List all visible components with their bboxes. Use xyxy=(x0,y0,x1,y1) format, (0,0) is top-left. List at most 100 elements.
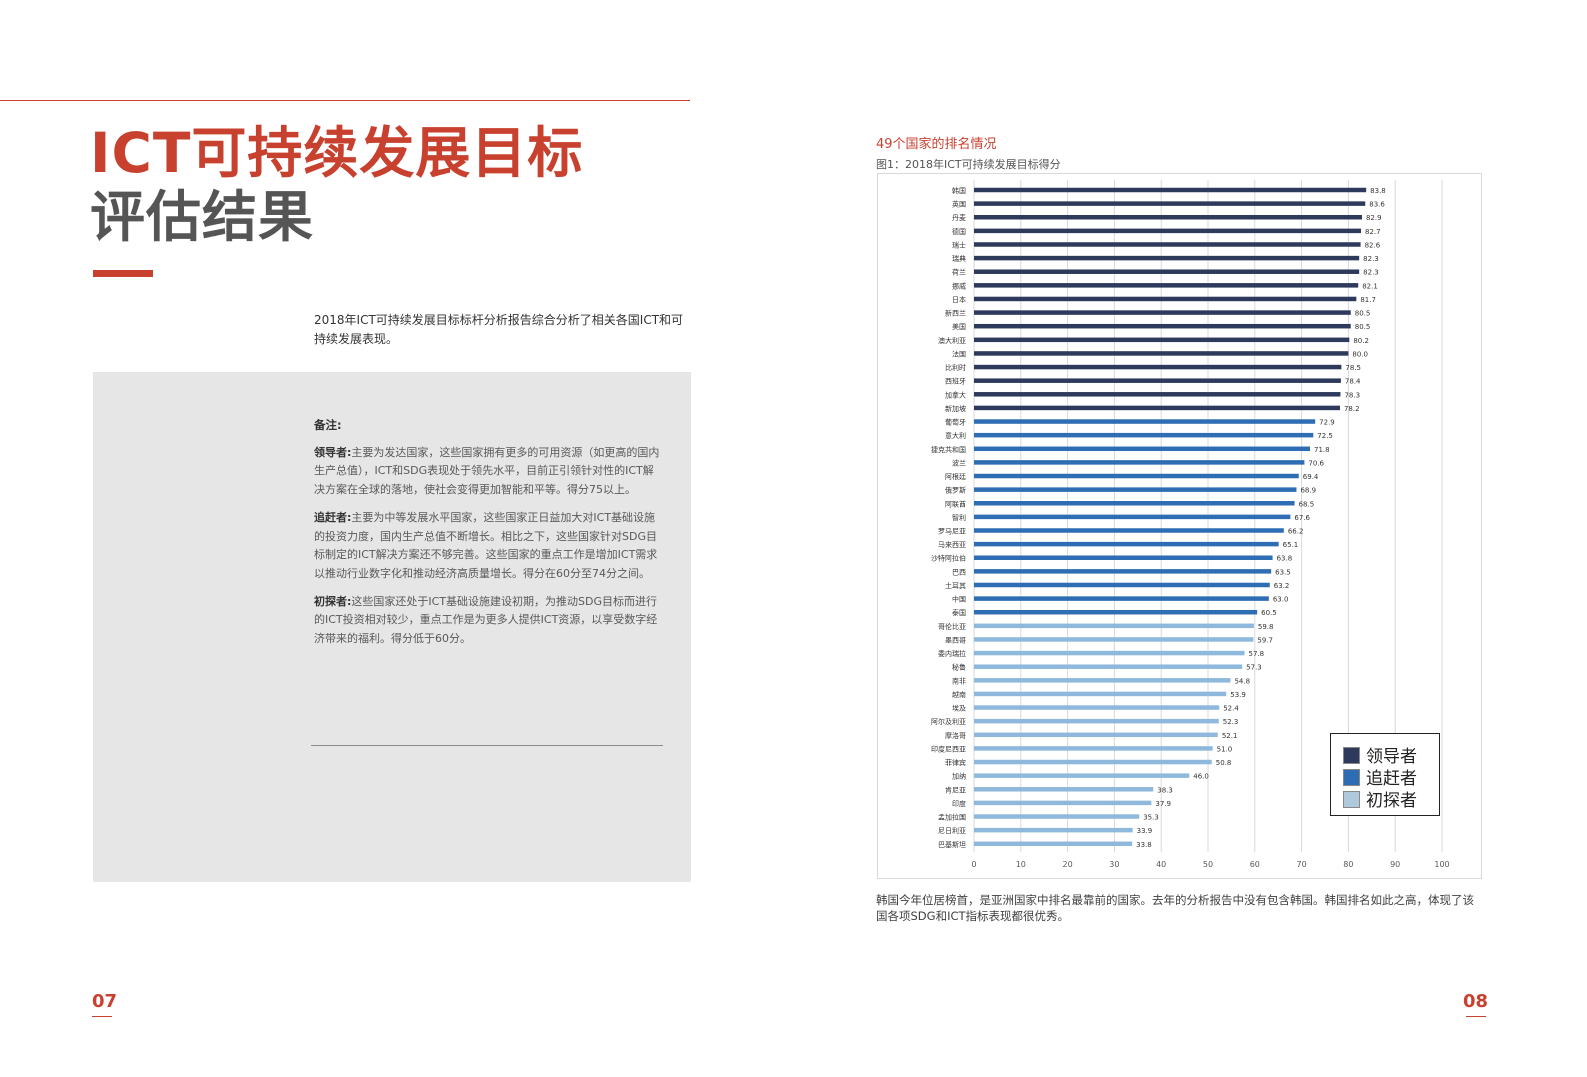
bar xyxy=(974,528,1284,533)
x-tick-label: 10 xyxy=(1016,860,1026,869)
value-label: 63.2 xyxy=(1274,582,1290,590)
category-label: 葡萄牙 xyxy=(945,418,966,427)
top-accent-rule xyxy=(0,100,690,101)
x-tick-label: 30 xyxy=(1109,860,1119,869)
value-label: 33.9 xyxy=(1137,827,1153,835)
bar xyxy=(974,378,1341,383)
bar xyxy=(974,405,1340,411)
category-label: 德国 xyxy=(952,227,966,236)
category-label: 丹麦 xyxy=(952,213,966,222)
category-label: 西班牙 xyxy=(945,377,966,386)
value-label: 78.2 xyxy=(1344,405,1360,413)
bar xyxy=(974,814,1140,819)
value-label: 82.7 xyxy=(1365,228,1381,236)
value-label: 63.5 xyxy=(1275,568,1291,576)
bar xyxy=(974,541,1279,547)
x-tick-label: 50 xyxy=(1203,860,1213,869)
category-label: 澳大利亚 xyxy=(938,336,966,345)
value-label: 78.4 xyxy=(1345,378,1361,386)
value-label: 52.3 xyxy=(1223,718,1239,726)
category-label: 土耳其 xyxy=(945,581,966,590)
value-label: 59.7 xyxy=(1257,636,1273,644)
bar xyxy=(974,242,1361,247)
category-label: 菲律宾 xyxy=(945,758,966,767)
page-number-left-underline xyxy=(92,1016,112,1017)
page-title-line-1: ICT可持续发展目标 xyxy=(90,121,584,185)
bar-chart: 0 10 20 30 40 50 60 70 80 90 100 韩国 83.8 英国 83.6 丹麦 82.9… xyxy=(931,180,1450,869)
value-label: 83.8 xyxy=(1370,187,1386,195)
value-label: 78.5 xyxy=(1345,364,1361,372)
value-label: 71.8 xyxy=(1314,446,1330,454)
bar xyxy=(974,623,1254,629)
bar xyxy=(974,446,1311,452)
value-label: 63.0 xyxy=(1273,596,1289,604)
value-label: 82.6 xyxy=(1365,241,1381,249)
bar xyxy=(974,678,1231,683)
value-label: 70.6 xyxy=(1308,459,1324,467)
value-label: 52.1 xyxy=(1222,732,1238,740)
value-label: 57.8 xyxy=(1249,650,1265,658)
legend-swatch-chaser xyxy=(1343,769,1360,786)
category-label: 越南 xyxy=(952,690,966,699)
legend-swatch-explorer xyxy=(1343,791,1360,808)
category-label: 孟加拉国 xyxy=(938,813,966,822)
x-tick-label: 100 xyxy=(1434,860,1449,869)
value-label: 68.5 xyxy=(1299,500,1315,508)
category-label: 印度尼西亚 xyxy=(931,744,966,753)
section-subtitle: 49个国家的排名情况 xyxy=(876,137,997,152)
category-label: 挪威 xyxy=(952,281,966,290)
bar xyxy=(974,732,1218,738)
category-label: 比利时 xyxy=(945,363,966,372)
bar xyxy=(974,582,1270,588)
category-label: 波兰 xyxy=(952,458,966,467)
legend-item-leader: 领导者 xyxy=(1343,742,1417,767)
category-label: 日本 xyxy=(952,295,966,304)
bar xyxy=(974,296,1357,302)
category-label: 秘鲁 xyxy=(952,663,966,672)
note-chaser: 追赶者:主要为中等发展水平国家，这些国家正日益加大对ICT基础设施的投资力度，国… xyxy=(314,509,662,584)
x-tick-label: 60 xyxy=(1250,860,1260,869)
bar xyxy=(974,283,1359,288)
bar xyxy=(974,364,1342,370)
bar xyxy=(974,351,1349,356)
legend-item-chaser: 追赶者 xyxy=(1343,764,1417,789)
bar xyxy=(974,650,1245,656)
bar xyxy=(974,827,1133,833)
category-label: 俄罗斯 xyxy=(945,486,966,495)
bar xyxy=(974,323,1351,329)
bar xyxy=(974,487,1297,492)
value-label: 59.8 xyxy=(1258,623,1274,631)
figure-title: 图1：2018年ICT可持续发展目标得分 xyxy=(876,158,1061,171)
category-label: 尼日利亚 xyxy=(938,826,966,835)
category-label: 韩国 xyxy=(952,186,966,195)
category-label: 捷克共和国 xyxy=(931,445,966,454)
bar xyxy=(974,691,1227,697)
note-leader-text: 主要为发达国家，这些国家拥有更多的可用资源（如更高的国内生产总值），ICT和SD… xyxy=(314,445,660,497)
note-leader: 领导者:主要为发达国家，这些国家拥有更多的可用资源（如更高的国内生产总值），IC… xyxy=(314,444,662,500)
category-label: 埃及 xyxy=(952,704,966,713)
category-label: 新西兰 xyxy=(945,309,966,318)
note-chaser-text: 主要为中等发展水平国家，这些国家正日益加大对ICT基础设施的投资力度，国内生产总… xyxy=(314,510,658,580)
category-label: 委内瑞拉 xyxy=(938,649,966,658)
category-label: 印度 xyxy=(952,799,966,808)
value-label: 35.3 xyxy=(1143,814,1159,822)
intro-paragraph: 2018年ICT可持续发展目标标杆分析报告综合分析了相关各国ICT和可持续发展表… xyxy=(314,313,684,346)
bar xyxy=(974,555,1273,560)
notes-content: 备注: 领导者:主要为发达国家，这些国家拥有更多的可用资源（如更高的国内生产总值… xyxy=(314,416,662,658)
legend-item-explorer: 初探者 xyxy=(1343,786,1417,811)
category-label: 荷兰 xyxy=(952,268,966,277)
note-explorer-text: 这些国家还处于ICT基础设施建设初期，为推动SDG目标而进行的ICT投资相对较少… xyxy=(314,594,658,646)
value-label: 68.9 xyxy=(1300,487,1316,495)
category-label: 加纳 xyxy=(952,772,966,781)
x-tick-label: 90 xyxy=(1390,860,1400,869)
category-label: 泰国 xyxy=(952,608,966,617)
category-label: 阿尔及利亚 xyxy=(931,717,966,726)
bar xyxy=(974,214,1362,220)
category-label: 罗马尼亚 xyxy=(938,528,966,536)
category-label: 阿根廷 xyxy=(945,472,966,481)
category-label: 新加坡 xyxy=(945,404,966,413)
category-label: 加拿大 xyxy=(945,390,966,399)
bar xyxy=(974,787,1154,792)
category-label: 阿联酋 xyxy=(945,499,966,508)
notes-heading: 备注: xyxy=(314,418,342,432)
